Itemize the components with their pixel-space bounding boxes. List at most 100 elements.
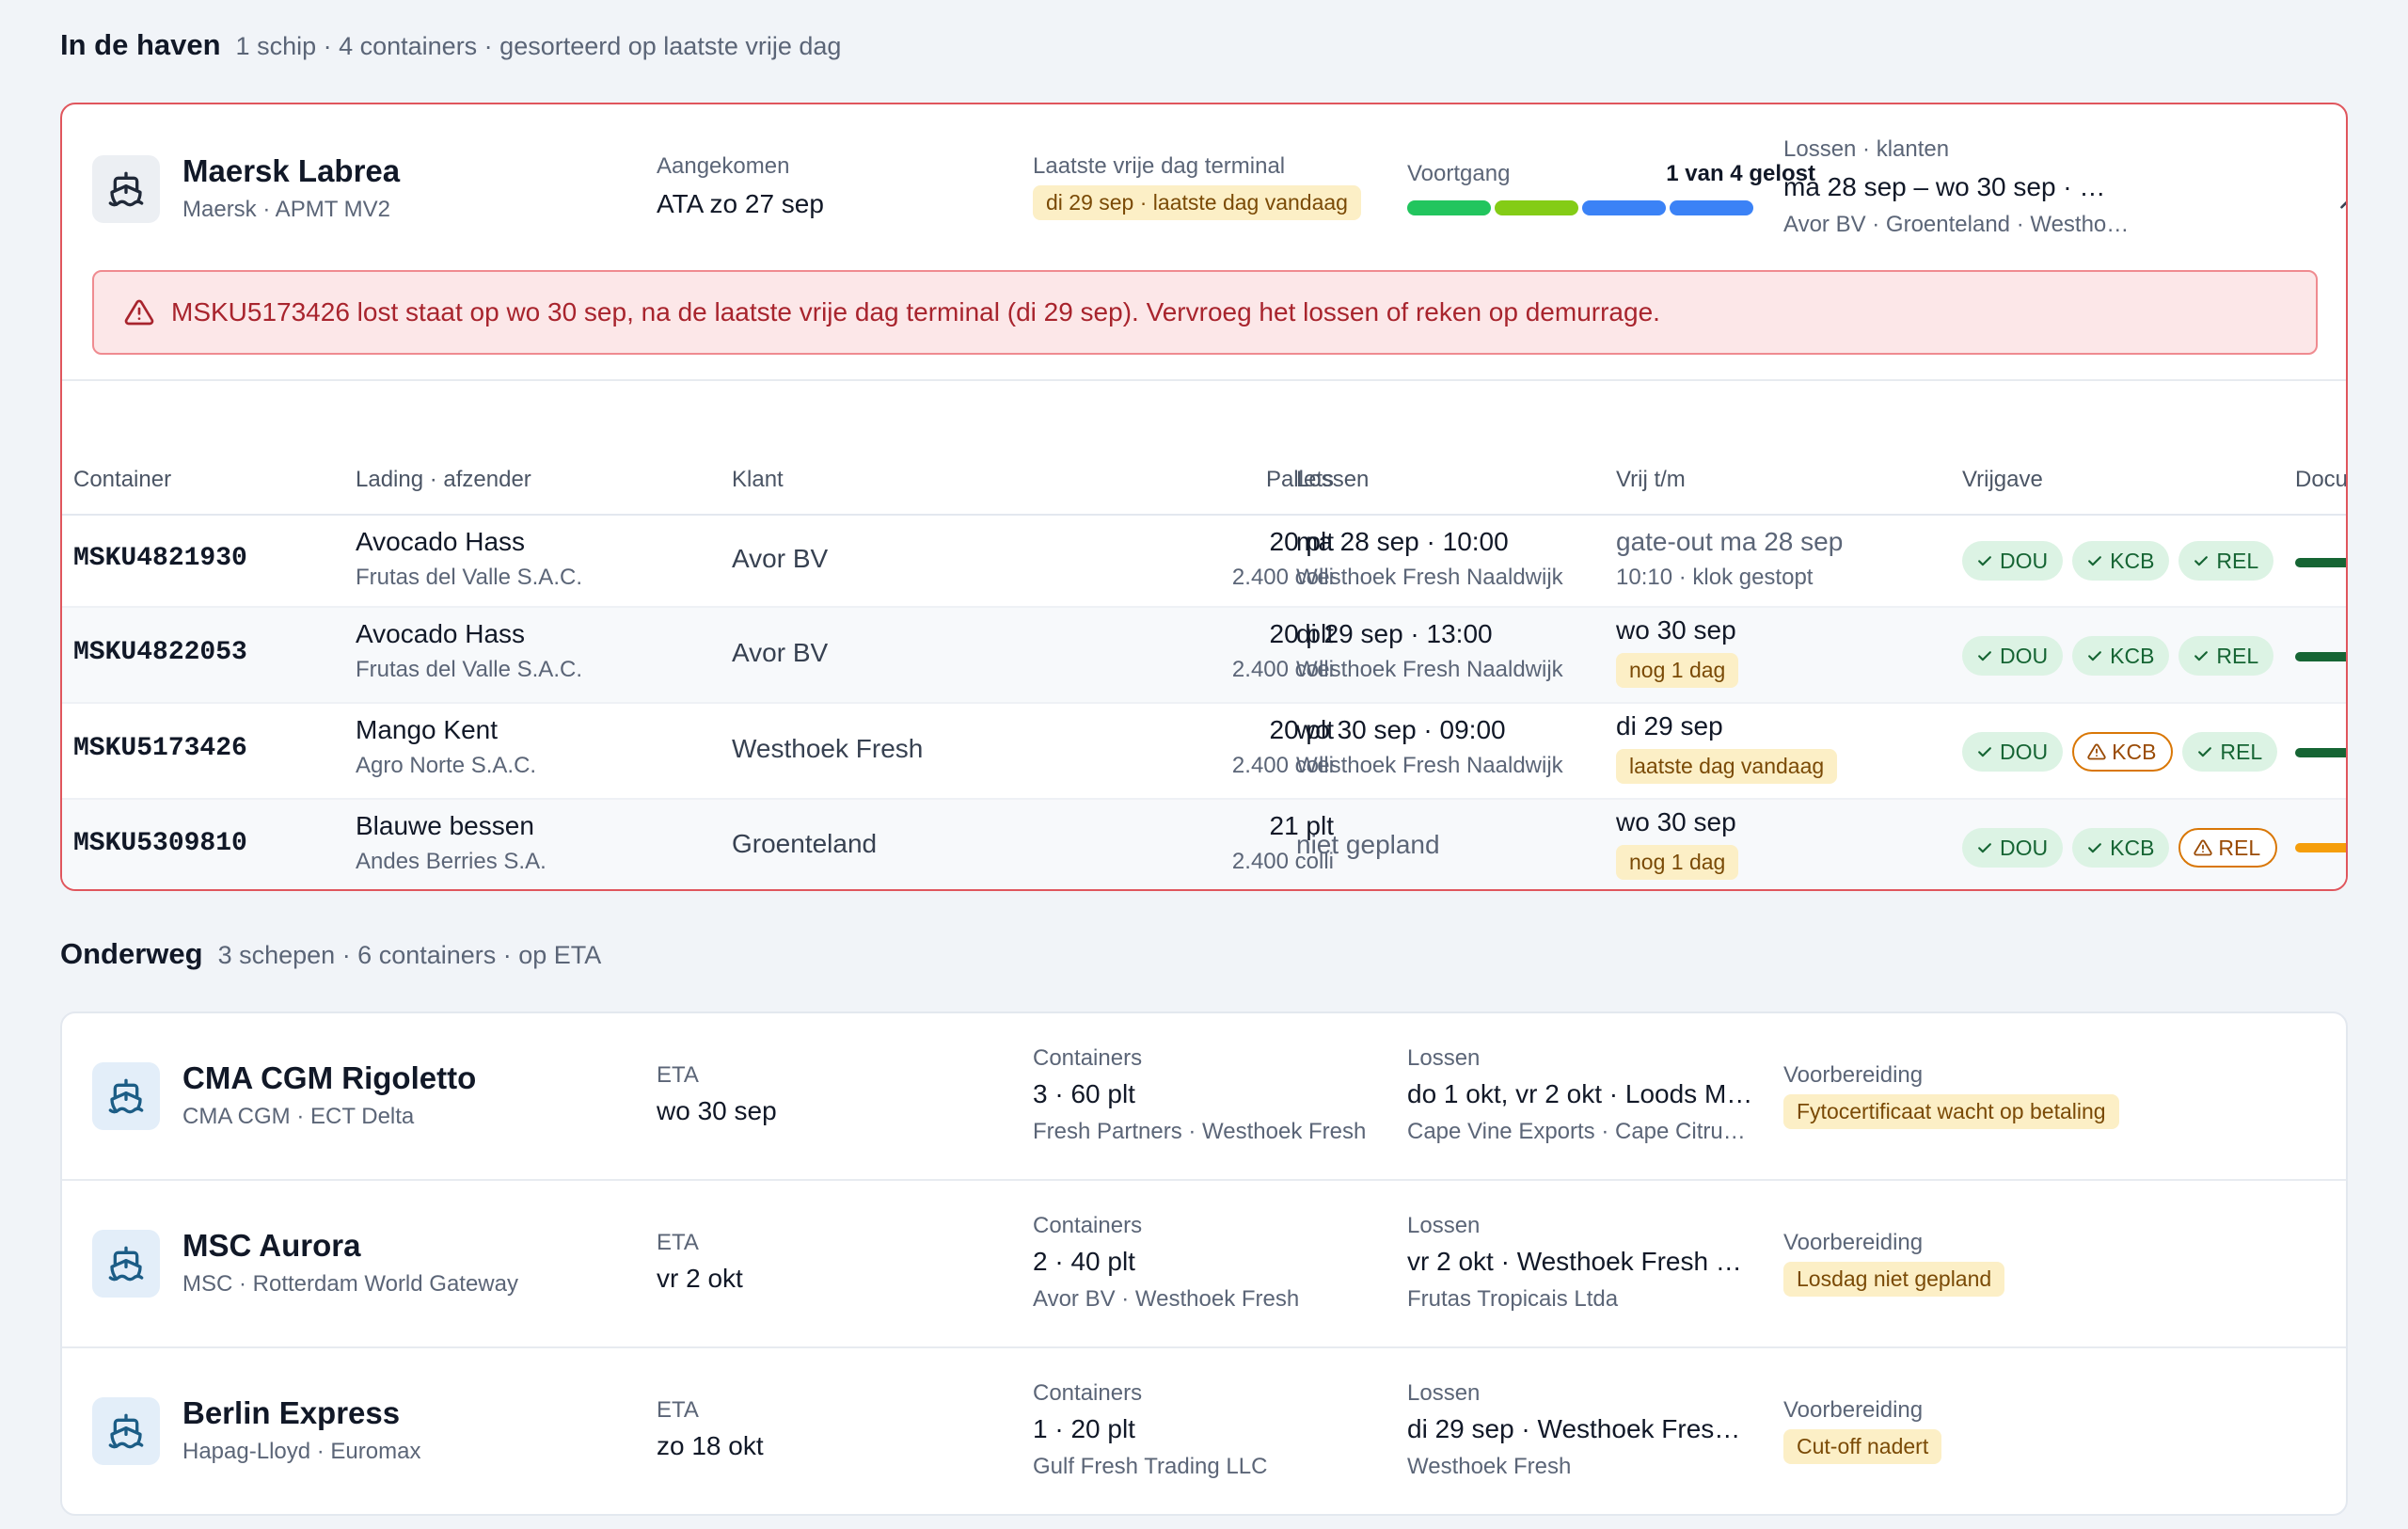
prep-status-pill: Fytocertificaat wacht op betaling bbox=[1783, 1094, 2119, 1129]
client: Westhoek Fresh bbox=[732, 734, 924, 763]
badge-label: KCB bbox=[2110, 643, 2155, 668]
col-header-client[interactable]: Klant bbox=[732, 467, 784, 492]
unload-label: Lossen bbox=[1407, 1213, 1481, 1238]
doc-status-bar bbox=[2295, 558, 2346, 567]
ship-card-in-port[interactable]: Maersk Labrea Maersk · APMT MV2 Aangekom… bbox=[60, 103, 2348, 891]
badge-label: KCB bbox=[2110, 548, 2155, 573]
unload-label: Lossen bbox=[1407, 1045, 1481, 1071]
col-header-cargo[interactable]: Lading · afzender bbox=[356, 467, 531, 492]
ship-name: Maersk Labrea bbox=[182, 153, 401, 188]
badge-label: DOU bbox=[2000, 739, 2049, 764]
unload-time: ma 28 sep · 10:00 bbox=[1296, 527, 1509, 556]
release-badge-kcb[interactable]: KCB bbox=[2072, 732, 2174, 772]
col-header-release[interactable]: Vrijgave bbox=[1962, 467, 2043, 492]
lfd-pill: di 29 sep · laatste dag vandaag bbox=[1033, 185, 1361, 220]
badge-label: REL bbox=[2220, 739, 2263, 764]
unload-clients: Avor BV · Groenteland · Westho… bbox=[1783, 212, 2130, 237]
pallets: 20 plt bbox=[1269, 619, 1335, 648]
containers-label: Containers bbox=[1033, 1380, 1143, 1406]
shipper: Andes Berries S.A. bbox=[356, 849, 547, 874]
lfd-pill-wrap: di 29 sep · laatste dag vandaag bbox=[1033, 185, 1361, 220]
pallets: 20 plt bbox=[1269, 527, 1335, 556]
container-number[interactable]: MSKU5309810 bbox=[73, 829, 247, 858]
unload-value: do 1 okt, vr 2 okt · Loods M… bbox=[1407, 1079, 1753, 1108]
unload-shippers: Cape Vine Exports · Cape Citru… bbox=[1407, 1119, 1746, 1144]
ship-meta: MSC · Rotterdam World Gateway bbox=[182, 1271, 518, 1297]
cargo-name: Avocado Hass bbox=[356, 619, 526, 648]
containers-clients: Gulf Fresh Trading LLC bbox=[1033, 1454, 1268, 1479]
col-header-container[interactable]: Container bbox=[73, 467, 172, 492]
demurrage-alert: MSKU5173426 lost staat op wo 30 sep, na … bbox=[92, 270, 2318, 355]
release-badge-kcb[interactable]: KCB bbox=[2072, 541, 2170, 581]
shipper: Frutas del Valle S.A.C. bbox=[356, 657, 582, 682]
unload-shippers: Frutas Tropicais Ltda bbox=[1407, 1286, 1619, 1312]
containers-value: 3 · 60 plt bbox=[1033, 1079, 1135, 1108]
alert-text: MSKU5173426 lost staat op wo 30 sep, na … bbox=[171, 297, 1660, 327]
ship-meta: CMA CGM · ECT Delta bbox=[182, 1104, 415, 1129]
container-number[interactable]: MSKU4822053 bbox=[73, 638, 247, 667]
eta-label: ETA bbox=[657, 1397, 699, 1423]
containers-value: 2 · 40 plt bbox=[1033, 1247, 1135, 1276]
container-number[interactable]: MSKU5173426 bbox=[73, 734, 247, 763]
free-until: gate-out ma 28 sep bbox=[1616, 527, 1844, 556]
check-icon bbox=[2195, 742, 2214, 761]
release-badge-kcb[interactable]: KCB bbox=[2072, 828, 2170, 868]
ship-name: Berlin Express bbox=[182, 1395, 401, 1430]
progress-bar bbox=[1407, 200, 1753, 215]
release-badges: DOU KCB REL bbox=[1962, 541, 2274, 581]
check-icon bbox=[2085, 838, 2104, 857]
client: Avor BV bbox=[732, 544, 829, 573]
container-number[interactable]: MSKU4821930 bbox=[73, 544, 247, 573]
cargo-name: Avocado Hass bbox=[356, 527, 526, 556]
days-left-pill: nog 1 dag bbox=[1616, 653, 1739, 688]
ship-icon bbox=[92, 1062, 160, 1130]
release-badge-dou[interactable]: DOU bbox=[1962, 636, 2064, 676]
check-icon bbox=[2192, 551, 2210, 570]
unload-shippers: Westhoek Fresh bbox=[1407, 1454, 1572, 1479]
release-badge-rel[interactable]: REL bbox=[2178, 828, 2278, 868]
release-badge-rel[interactable]: REL bbox=[2178, 541, 2274, 581]
free-until: wo 30 sep bbox=[1616, 615, 1736, 645]
prep-label: Voorbereiding bbox=[1783, 1062, 1924, 1088]
warning-triangle-icon bbox=[2194, 838, 2213, 857]
col-header-docs[interactable]: Docu bbox=[2295, 467, 2348, 492]
pallets: 21 plt bbox=[1269, 811, 1335, 840]
badge-label: DOU bbox=[2000, 643, 2049, 668]
transit-ship-row[interactable]: Berlin Express Hapag-Lloyd · Euromax ETA… bbox=[62, 1348, 2346, 1514]
chevron-up-icon[interactable] bbox=[2323, 180, 2346, 229]
containers-value: 1 · 20 plt bbox=[1033, 1414, 1135, 1443]
unload-location: Westhoek Fresh Naaldwijk bbox=[1296, 657, 1563, 682]
ship-icon bbox=[92, 1397, 160, 1465]
table-row[interactable]: MSKU4821930 Avocado Hass Frutas del Vall… bbox=[62, 516, 2346, 608]
days-left-pill: laatste dag vandaag bbox=[1616, 749, 1838, 784]
check-icon bbox=[1975, 838, 1994, 857]
progress-segment bbox=[1670, 200, 1753, 215]
badge-label: KCB bbox=[2110, 835, 2155, 860]
release-badge-dou[interactable]: DOU bbox=[1962, 541, 2064, 581]
release-badge-kcb[interactable]: KCB bbox=[2072, 636, 2170, 676]
free-until: di 29 sep bbox=[1616, 711, 1723, 741]
prep-label: Voorbereiding bbox=[1783, 1397, 1924, 1423]
col-header-unload[interactable]: Lossen bbox=[1296, 467, 1370, 492]
client: Groenteland bbox=[732, 829, 878, 858]
table-row[interactable]: MSKU4822053 Avocado Hass Frutas del Vall… bbox=[62, 608, 2346, 704]
warning-triangle-icon bbox=[124, 299, 154, 326]
free-until: wo 30 sep bbox=[1616, 807, 1736, 836]
release-badge-rel[interactable]: REL bbox=[2178, 636, 2274, 676]
table-row[interactable]: MSKU5309810 Blauwe bessen Andes Berries … bbox=[62, 800, 2346, 889]
table-row[interactable]: MSKU5173426 Mango Kent Agro Norte S.A.C.… bbox=[62, 704, 2346, 800]
check-icon bbox=[1975, 646, 1994, 665]
col-header-free-until[interactable]: Vrij t/m bbox=[1616, 467, 1686, 492]
arrived-value: ATA zo 27 sep bbox=[657, 189, 824, 218]
release-badge-dou[interactable]: DOU bbox=[1962, 732, 2064, 772]
check-icon bbox=[1975, 742, 1994, 761]
transit-ship-row[interactable]: MSC Aurora MSC · Rotterdam World Gateway… bbox=[62, 1181, 2346, 1346]
section-subtitle: 3 schepen · 6 containers · op ETA bbox=[217, 941, 602, 969]
transit-ship-row[interactable]: CMA CGM Rigoletto CMA CGM · ECT Delta ET… bbox=[62, 1013, 2346, 1179]
release-badge-rel[interactable]: REL bbox=[2182, 732, 2278, 772]
col-header-pallets[interactable]: Pallets bbox=[1265, 467, 1334, 492]
release-badge-dou[interactable]: DOU bbox=[1962, 828, 2064, 868]
prep-label: Voorbereiding bbox=[1783, 1230, 1924, 1255]
section-title: In de haven bbox=[60, 28, 221, 61]
colli: 2.400 colli bbox=[1231, 565, 1334, 590]
